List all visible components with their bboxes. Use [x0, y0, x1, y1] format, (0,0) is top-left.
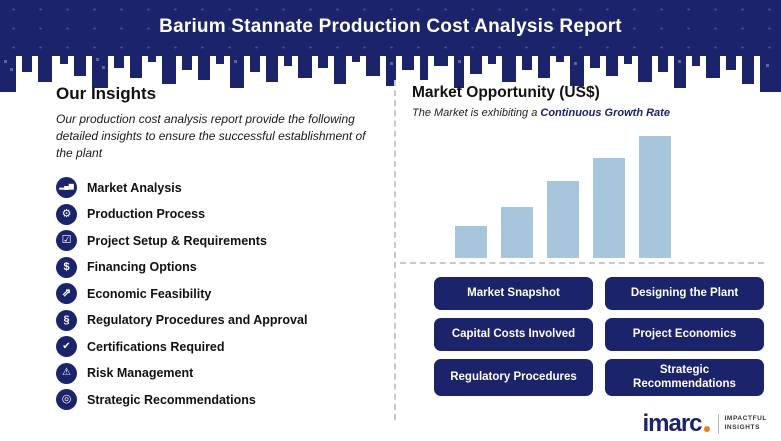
list-item: ⇗ Economic Feasibility [56, 283, 386, 305]
page-title: Barium Stannate Production Cost Analysis… [159, 16, 622, 37]
project-economics-button[interactable]: Project Economics [605, 318, 764, 351]
logo-tagline: IMPACTFUL INSIGHTS [725, 415, 767, 433]
insight-label: Economic Feasibility [87, 286, 212, 301]
subtitle-highlight: Continuous Growth Rate [540, 107, 670, 119]
bar-chart-icon: ▂▄▆ [56, 177, 77, 199]
market-panel: Market Opportunity (US$) The Market is e… [412, 84, 767, 119]
market-subtitle: The Market is exhibiting a Continuous Gr… [412, 107, 767, 119]
subtitle-prefix: The Market is exhibiting a [412, 107, 541, 119]
regulatory-procedures-button[interactable]: Regulatory Procedures [434, 359, 593, 396]
insight-label: Certifications Required [87, 339, 225, 354]
chart-bar [501, 207, 533, 258]
bar-chart [455, 130, 691, 258]
list-item: ✔ Certifications Required [56, 336, 386, 358]
growth-arrow-icon: ⇗ [56, 283, 77, 305]
logo-orange-dot-icon [703, 426, 710, 432]
list-item: $ Financing Options [56, 256, 386, 278]
list-item: ▂▄▆ Market Analysis [56, 177, 386, 199]
list-item: ☑ Project Setup & Requirements [56, 230, 386, 252]
gear-icon: ⚙ [56, 203, 77, 225]
designing-the-plant-button[interactable]: Designing the Plant [605, 277, 764, 310]
horizontal-dashed-divider [400, 262, 764, 264]
insights-panel: Our Insights Our production cost analysi… [56, 84, 386, 416]
target-icon: ◎ [56, 389, 77, 411]
vertical-dashed-divider [394, 80, 396, 420]
market-heading: Market Opportunity (US$) [412, 84, 600, 101]
warning-icon: ⚠ [56, 362, 77, 384]
logo-tagline-top: IMPACTFUL [724, 415, 767, 423]
regulation-icon: § [56, 309, 77, 331]
topic-button-grid: Market Snapshot Designing the Plant Capi… [434, 277, 764, 396]
market-snapshot-button[interactable]: Market Snapshot [434, 277, 593, 310]
list-item: ⚠ Risk Management [56, 362, 386, 384]
logo-tagline-bottom: INSIGHTS [724, 424, 761, 431]
logo-separator [717, 414, 719, 434]
insight-label: Risk Management [87, 366, 194, 381]
chart-bar [455, 226, 487, 258]
logo-brand-text: imarc [642, 410, 702, 437]
checkmark-icon: ✔ [56, 336, 77, 358]
imarc-logo: imarc IMPACTFUL INSIGHTS [642, 412, 767, 436]
list-item: § Regulatory Procedures and Approval [56, 309, 386, 331]
insights-heading: Our Insights [56, 84, 157, 103]
insight-label: Market Analysis [87, 180, 182, 195]
insight-label: Project Setup & Requirements [87, 233, 267, 248]
list-item: ⚙ Production Process [56, 203, 386, 225]
chart-bar [547, 181, 579, 258]
insights-list: ▂▄▆ Market Analysis ⚙ Production Process… [56, 177, 386, 411]
insight-label: Strategic Recommendations [87, 392, 256, 407]
capital-costs-button[interactable]: Capital Costs Involved [434, 318, 593, 351]
list-item: ◎ Strategic Recommendations [56, 389, 386, 411]
insight-label: Production Process [87, 207, 206, 222]
header-band [0, 0, 781, 56]
insights-description: Our production cost analysis report prov… [56, 112, 366, 161]
insight-label: Financing Options [87, 260, 197, 275]
insight-label: Regulatory Procedures and Approval [87, 313, 308, 328]
chart-bar [593, 158, 625, 258]
chart-bar [639, 136, 671, 258]
checklist-icon: ☑ [56, 230, 77, 252]
strategic-recommendations-button[interactable]: Strategic Recommendations [605, 359, 764, 396]
dollar-icon: $ [56, 256, 77, 278]
